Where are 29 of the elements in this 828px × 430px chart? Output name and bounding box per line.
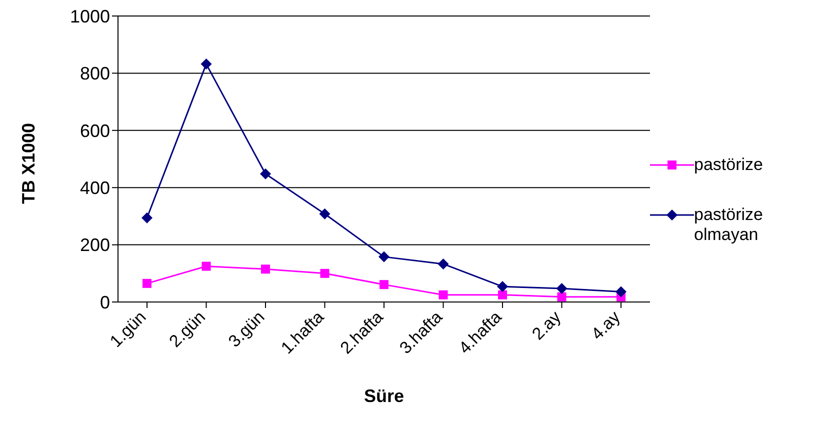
point <box>260 168 271 180</box>
point <box>142 212 152 224</box>
y-tick-label: 1000 <box>70 6 110 26</box>
point <box>200 58 212 70</box>
point <box>142 278 152 288</box>
point <box>438 258 449 270</box>
point <box>497 281 508 292</box>
point <box>616 286 626 298</box>
point <box>261 264 270 274</box>
point <box>498 290 507 300</box>
legend-label: pastörize olmayan <box>694 205 764 245</box>
y-tick-label: 600 <box>80 120 110 141</box>
point <box>557 292 566 302</box>
y-axis-title: TB X1000 <box>18 122 38 204</box>
point <box>438 290 448 300</box>
y-tick-label: 400 <box>80 178 110 198</box>
x-axis-title: Süre <box>364 386 404 406</box>
x-tick-label: 2.ay <box>528 307 565 344</box>
point <box>320 268 330 278</box>
y-tick-label: 200 <box>80 235 110 256</box>
legend-label: pastörize <box>694 155 763 175</box>
point <box>556 283 568 294</box>
y-tick-label: 0 <box>100 292 110 312</box>
x-tick-label: 4.ay <box>588 307 624 344</box>
y-tick-label: 800 <box>80 64 110 84</box>
point <box>319 208 330 220</box>
point <box>202 262 211 271</box>
point <box>378 251 390 262</box>
point <box>380 280 388 290</box>
